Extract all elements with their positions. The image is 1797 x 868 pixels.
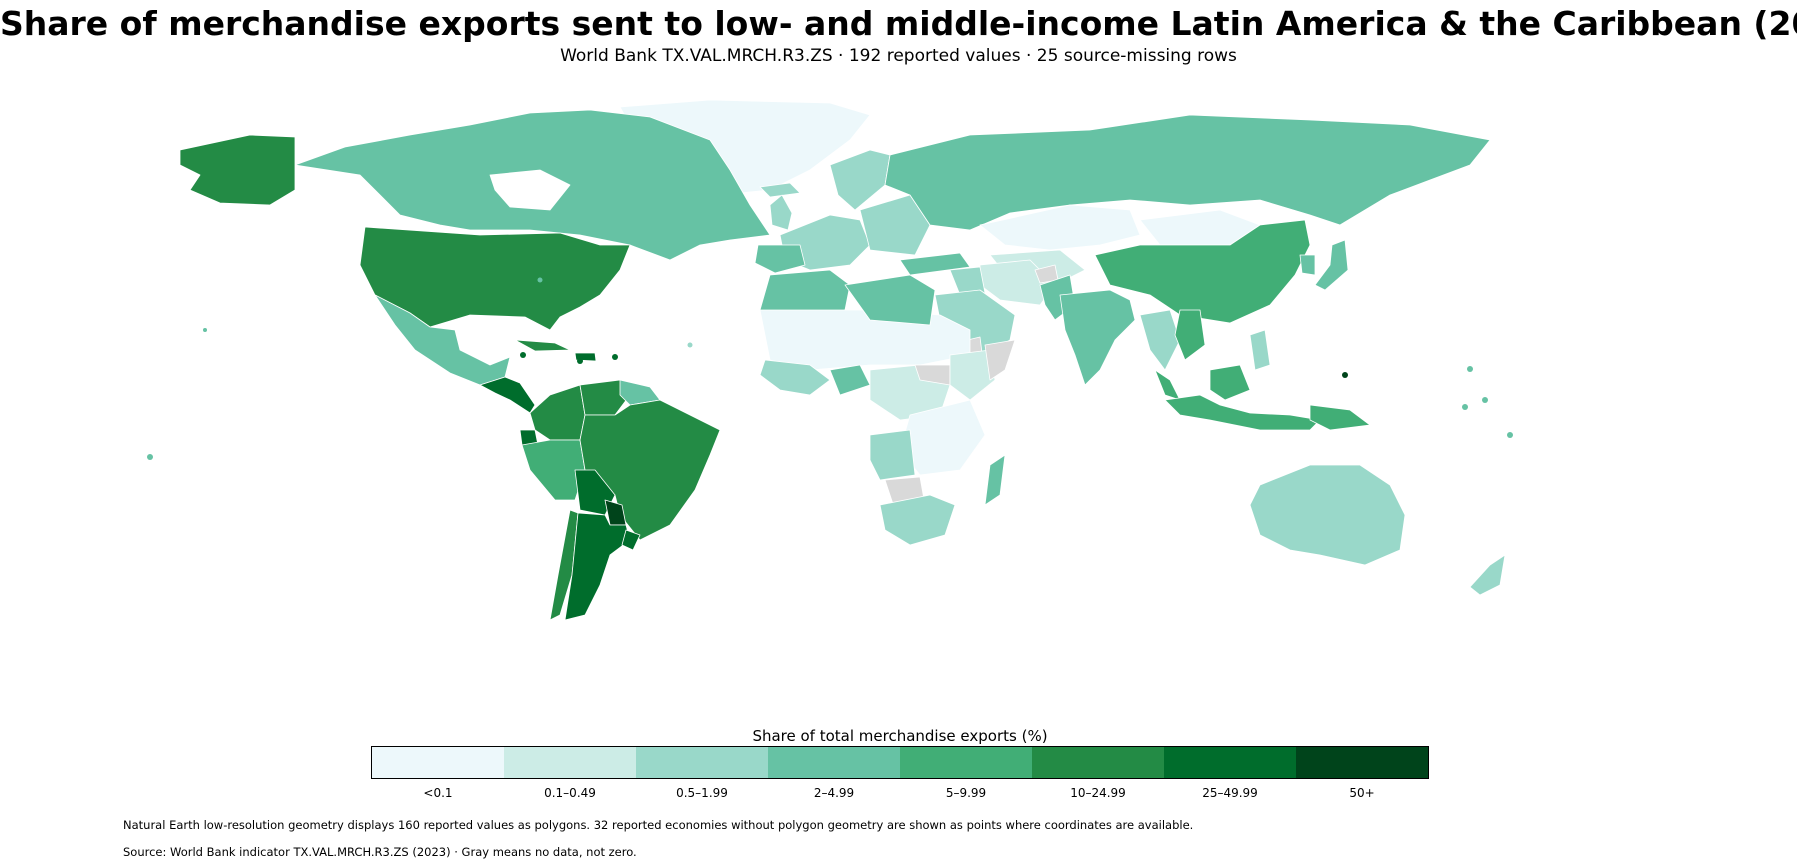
legend-label: 25–49.99: [1202, 786, 1258, 800]
region-iceland: [759, 182, 801, 198]
point-marker: [1467, 366, 1473, 372]
point-marker: [612, 354, 618, 360]
region-uruguay: [621, 529, 641, 551]
region-korea: [1299, 254, 1316, 276]
region-venezuela: [579, 379, 631, 416]
region-south-africa: [879, 494, 956, 546]
legend-swatch: [372, 747, 504, 778]
legend-swatch: [1296, 747, 1428, 778]
region-ethiopia: [949, 349, 996, 401]
hudson-bay: [489, 169, 571, 211]
source-note: Source: World Bank indicator TX.VAL.MRCH…: [123, 845, 637, 859]
region-borneo: [1209, 364, 1251, 401]
region-eastern-europe: [859, 194, 931, 256]
legend-colorbar: [371, 746, 1429, 779]
point-marker: [1342, 372, 1348, 378]
region-iraq-syria: [949, 266, 986, 296]
legend-label: 0.1–0.49: [544, 786, 596, 800]
map-title: Share of merchandise exports sent to low…: [0, 4, 1797, 43]
region-russia: [884, 114, 1491, 231]
legend-swatch: [900, 747, 1032, 778]
legend-swatch: [504, 747, 636, 778]
region-cuba: [514, 339, 571, 352]
legend-swatch: [636, 747, 768, 778]
point-marker: [577, 358, 583, 364]
legend-label: 5–9.99: [945, 786, 987, 800]
point-marker: [687, 342, 693, 348]
region-japan: [1314, 239, 1349, 291]
legend-label: 2–4.99: [813, 786, 855, 800]
region-west-africa: [759, 359, 831, 396]
point-marker: [783, 248, 787, 252]
map-subtitle: World Bank TX.VAL.MRCH.R3.ZS · 192 repor…: [560, 46, 1237, 66]
region-kazakhstan: [979, 204, 1141, 251]
legend-label: 50+: [1349, 786, 1375, 800]
region-iberia: [754, 244, 806, 274]
choropleth-map: [147, 99, 1513, 621]
region-argentina: [564, 512, 631, 621]
legend-label: 10–24.99: [1070, 786, 1126, 800]
region-madagascar: [984, 454, 1006, 506]
region-philippines: [1249, 329, 1271, 371]
legend-title: Share of total merchandise exports (%): [752, 727, 1048, 745]
region-scandinavia: [829, 149, 891, 211]
point-marker: [1482, 397, 1488, 403]
region-australia: [1249, 464, 1406, 566]
geometry-note: Natural Earth low-resolution geometry di…: [123, 818, 1194, 832]
region-sahel: [759, 309, 971, 371]
region-somalia: [984, 339, 1016, 381]
region-indonesia: [1164, 394, 1321, 431]
legend-label: <0.1: [423, 786, 453, 800]
point-marker: [1462, 404, 1468, 410]
point-marker: [520, 352, 526, 358]
region-nigeria: [829, 364, 871, 396]
region-libya-egypt: [844, 274, 936, 326]
legend-swatch: [1164, 747, 1296, 778]
point-marker: [537, 277, 543, 283]
region-malaysia: [1154, 369, 1181, 401]
region-uk: [769, 194, 793, 231]
region-india: [1059, 289, 1136, 386]
region-alaska: [179, 134, 296, 206]
region-turkey: [899, 252, 971, 276]
region-central-america: [479, 376, 536, 414]
point-marker: [147, 454, 153, 460]
region-angola: [869, 429, 916, 481]
region-png: [1309, 404, 1371, 431]
point-marker: [1507, 432, 1513, 438]
region-myanmar-thailand: [1139, 309, 1181, 371]
legend-swatch: [768, 747, 900, 778]
legend-label: 0.5–1.99: [676, 786, 728, 800]
region-vietnam: [1174, 309, 1206, 361]
point-marker: [203, 328, 207, 332]
region-new-zealand: [1469, 554, 1506, 596]
legend-labels: <0.1 0.1–0.49 0.5–1.99 2–4.99 5–9.99 10–24.99…: [372, 786, 1428, 800]
region-colombia: [529, 384, 586, 441]
region-mexico: [374, 294, 511, 386]
legend-swatch: [1032, 747, 1164, 778]
